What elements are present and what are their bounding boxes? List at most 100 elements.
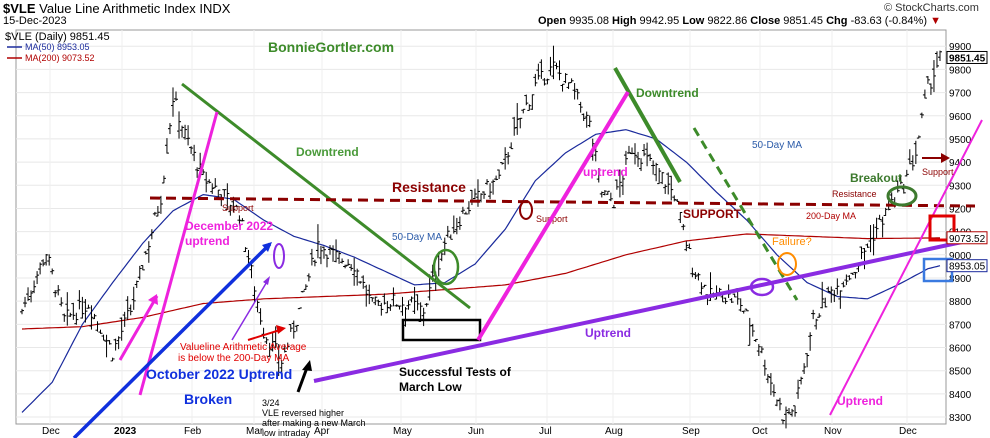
failure-label: Failure? [772,236,812,248]
close-label: Close [750,15,781,27]
ma200-line-group [21,233,940,330]
y-tick-label: 9500 [949,135,972,146]
chart-title: $VLE Value Line Arithmetic Index INDX [3,1,230,16]
note-line-4: low intraday [262,428,311,438]
ma200-last-tag: 9073.52 [949,234,986,245]
y-tick-label: 8300 [949,413,972,424]
last-price-tag: 9851.45 [949,53,986,64]
march-low-test-box [401,318,482,342]
purple-uptrend-line [313,237,977,383]
ma200-last-tag-bg [946,231,988,245]
support-ellipse [519,200,533,220]
y-tick-label: 8800 [949,297,972,308]
december-uptrend-line [138,111,219,396]
x-tick-label: Feb [184,426,202,437]
resistance-small-label: Resistance [832,189,877,199]
ma200-label: 200-Day MA [806,211,856,221]
purple-touch-ellipse [749,277,775,297]
legend-price: $VLE (Daily) 9851.45 [5,31,110,43]
note-line-2: VLE reversed higher [262,408,344,418]
x-tick-label: May [393,426,412,437]
chg-label: Chg [826,15,848,27]
low-label: Low [682,15,705,27]
credit: © StockCharts.com [884,2,979,14]
last-price-tag-bg [946,50,988,64]
pink-uptrend-line [476,90,630,342]
valueline-arrow-head [276,325,286,334]
legend-ma50: MA(50) 8953.05 [25,42,90,52]
ma50-line-group [21,129,941,413]
x-tick-label: Apr [314,426,330,437]
purple-arrow-head [263,276,270,285]
ma50-ellipse [432,248,460,286]
october-uptrend-line [72,242,272,438]
broken-ellipse [273,243,285,269]
y-tick-label: 9300 [949,181,972,192]
downtrend-label-2: Downtrend [636,86,699,100]
x-tick-label: Mar [246,426,264,437]
chg-arrow: ▼ [930,15,941,27]
support-label-3: Support [922,167,954,177]
note-arrow-head [302,360,312,371]
y-tick-label: 8400 [949,390,972,401]
y-tick-label: 8700 [949,320,972,331]
chart-date: 15-Dec-2023 [3,15,67,27]
successful-label-2: March Low [399,380,462,394]
plot-area [15,29,947,425]
purple-arrow-shaft [231,279,269,341]
y-tick-label: 9000 [949,251,972,262]
high-label: High [612,15,637,27]
x-axis: Dec 2023 Feb Mar Apr May Jun Jul Aug Sep Oct Nov Dec [42,426,917,437]
december-uptrend-label-2: uptrend [185,234,230,248]
x-tick-label: Dec [899,426,917,437]
purple-uptrend-label: Uptrend [585,326,631,340]
x-tick-label: Nov [824,426,842,437]
ma50-last-tag-bg [946,259,988,273]
nov-uptrend-line [829,119,983,416]
pink-uptrend-label: uptrend [583,165,628,179]
y-tick-label: 8600 [949,344,972,355]
x-tick-label: Dec [42,426,60,437]
valueline-arrow-shaft [247,329,281,341]
october-uptrend-label: October 2022 Uptrend [146,366,292,382]
exchange: INDX [199,1,231,16]
low-value: 9822.86 [707,15,748,27]
x-tick-label: Aug [605,426,623,437]
open-label: Open [538,15,567,27]
valueline-label-1: Valueline Arithmetic Average [180,342,307,353]
legend-ma200: MA(200) 9073.52 [25,53,95,63]
ma50-line [21,129,941,413]
watermark: BonnieGortler.com [268,39,394,55]
y-tick-label: 9600 [949,112,972,123]
december-arrow-head [148,294,158,305]
downtrend-label-1: Downtrend [296,145,359,159]
open-value: 9935.08 [569,15,609,27]
y-tick-label: 8500 [949,367,972,378]
breakout-label: Breakout [850,171,902,185]
ma200-line [21,233,940,330]
y-tick-label: 8900 [949,274,972,285]
valueline-label-2: is below the 200-Day MA [178,353,289,364]
y-tick-label: 9700 [949,89,972,100]
ma50-last-tag: 8953.05 [949,262,986,273]
index-name: Value Line Arithmetic Index [39,1,196,16]
december-arrow-shaft [118,295,159,361]
note-line-1: 3/24 [262,398,280,408]
december-uptrend-label-1: December 2022 [185,219,273,233]
gridlines [16,30,946,424]
x-tick-label: Jul [539,426,552,437]
y-tick-label: 9800 [949,65,972,76]
symbol: $VLE [3,1,36,16]
resistance-label: Resistance [392,179,466,195]
downtrend-line-2 [613,67,682,183]
broken-label: Broken [184,391,232,407]
x-tick-label: Jun [468,426,484,437]
ohlc-bars [20,45,942,429]
failure-ellipse [777,252,797,276]
ohlc-readout: Open 9935.08 High 9942.95 Low 9822.86 Cl… [538,15,941,27]
downtrend-line-1 [181,82,471,310]
successful-label-1: Successful Tests of [399,365,512,379]
chg-value: -83.63 (-0.84%) [850,15,927,27]
